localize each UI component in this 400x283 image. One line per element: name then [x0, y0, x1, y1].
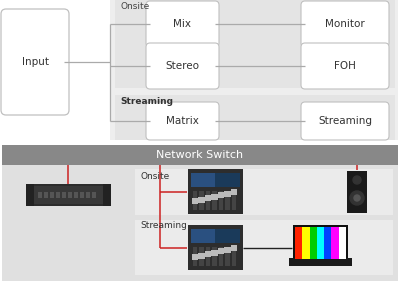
Bar	[135, 220, 393, 275]
Bar	[339, 227, 346, 259]
Bar	[212, 191, 217, 210]
Bar	[347, 171, 367, 213]
Bar	[230, 245, 237, 251]
Text: Onsite: Onsite	[140, 171, 169, 181]
Circle shape	[354, 195, 360, 201]
Bar	[192, 198, 198, 204]
Bar	[191, 229, 240, 243]
Text: Streaming: Streaming	[318, 116, 372, 126]
Text: FOH: FOH	[334, 61, 356, 71]
Bar	[29, 186, 108, 204]
Bar	[206, 191, 210, 210]
Text: Streaming: Streaming	[120, 97, 173, 106]
Bar	[218, 192, 224, 198]
Bar	[225, 247, 230, 266]
Bar	[44, 192, 48, 198]
Text: Monitor: Monitor	[325, 19, 365, 29]
Bar	[324, 227, 332, 259]
Bar	[86, 192, 90, 198]
Bar	[115, 95, 395, 140]
Bar	[219, 247, 223, 266]
Bar	[2, 145, 398, 165]
Bar	[232, 247, 236, 266]
Text: Streaming: Streaming	[140, 222, 187, 230]
Text: Stereo: Stereo	[165, 61, 199, 71]
Circle shape	[350, 191, 364, 205]
Bar	[212, 247, 217, 266]
FancyBboxPatch shape	[301, 102, 389, 140]
Bar	[92, 192, 96, 198]
Bar	[103, 184, 111, 206]
Text: Input: Input	[22, 57, 48, 67]
Bar	[206, 247, 210, 266]
Bar	[200, 191, 204, 210]
Bar	[332, 227, 339, 259]
Bar	[188, 225, 243, 270]
Bar	[191, 173, 215, 187]
Bar	[115, 0, 395, 88]
Bar	[310, 227, 317, 259]
Text: Onsite: Onsite	[120, 1, 149, 10]
Bar	[295, 227, 302, 259]
Bar	[193, 247, 198, 266]
Bar	[302, 227, 310, 259]
Bar	[200, 247, 204, 266]
Bar	[50, 192, 54, 198]
Text: Network Switch: Network Switch	[156, 150, 244, 160]
Bar	[317, 227, 324, 259]
Bar	[225, 191, 230, 210]
FancyBboxPatch shape	[1, 9, 69, 115]
Bar	[26, 184, 111, 206]
Bar	[205, 195, 211, 201]
Bar	[110, 0, 398, 140]
Text: Mix: Mix	[173, 19, 191, 29]
Bar	[191, 229, 215, 243]
Bar	[198, 252, 205, 258]
Bar	[218, 248, 224, 254]
Bar	[38, 192, 42, 198]
FancyBboxPatch shape	[146, 102, 219, 140]
Circle shape	[353, 176, 361, 184]
Bar	[56, 192, 60, 198]
Text: Matrix: Matrix	[166, 116, 198, 126]
Bar	[205, 251, 211, 257]
Bar	[198, 196, 205, 203]
FancyBboxPatch shape	[146, 43, 219, 89]
Bar	[232, 191, 236, 210]
FancyBboxPatch shape	[301, 1, 389, 47]
Bar	[211, 194, 218, 200]
Bar	[293, 225, 348, 261]
Bar	[188, 169, 243, 214]
Bar	[211, 250, 218, 256]
FancyBboxPatch shape	[301, 43, 389, 89]
Bar	[80, 192, 84, 198]
Bar	[62, 192, 66, 198]
FancyBboxPatch shape	[146, 1, 219, 47]
Bar	[230, 189, 237, 195]
Bar	[191, 173, 240, 187]
Bar	[224, 190, 230, 196]
Bar	[219, 191, 223, 210]
Bar	[135, 169, 393, 215]
Bar	[289, 258, 352, 266]
Bar	[68, 192, 72, 198]
Bar	[192, 254, 198, 260]
Bar	[2, 145, 398, 281]
Bar	[74, 192, 78, 198]
Bar	[193, 191, 198, 210]
Bar	[26, 184, 34, 206]
Bar	[224, 246, 230, 252]
